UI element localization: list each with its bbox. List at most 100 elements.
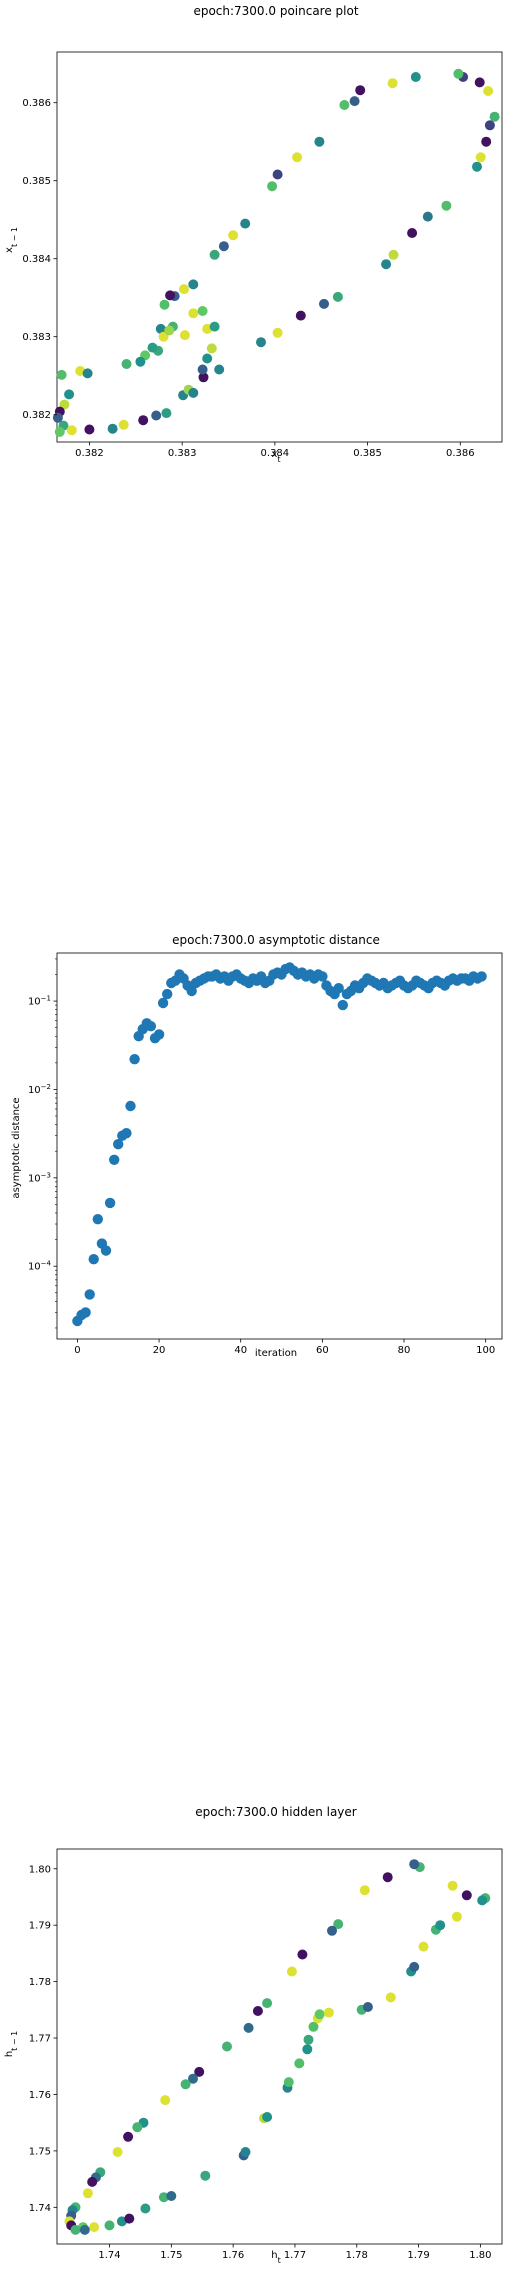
x-tick-label: 0.385 <box>353 448 382 459</box>
data-point <box>262 2112 273 2122</box>
x-tick-label: 1.74 <box>98 2250 120 2261</box>
data-point <box>418 1941 429 1952</box>
data-point <box>153 1029 165 1040</box>
data-point <box>52 412 63 423</box>
data-point <box>218 241 229 252</box>
data-point <box>339 100 350 110</box>
data-points <box>72 962 487 1327</box>
x-tick-label: 20 <box>153 1345 166 1356</box>
y-tick-label: 0.386 <box>22 98 51 109</box>
data-point <box>272 327 283 338</box>
data-point <box>151 410 162 421</box>
data-point <box>422 211 433 222</box>
data-point <box>314 136 325 147</box>
data-point <box>188 2073 198 2084</box>
x-axis-label: ht <box>271 2250 280 2265</box>
data-point <box>162 988 173 1000</box>
x-tick-label: 100 <box>476 1345 495 1356</box>
data-point <box>256 337 266 348</box>
data-point <box>388 249 399 260</box>
data-point <box>476 971 487 982</box>
plot-area <box>56 1848 503 2245</box>
plot-frame <box>56 51 503 443</box>
poincare-chart: epoch:7300.0 poincare plot 0.382 0.383 0.3… <box>4 4 503 464</box>
data-point <box>104 2220 115 2231</box>
data-point <box>297 1949 308 1960</box>
y-tick-label: 1.79 <box>29 1921 51 1932</box>
data-point <box>145 1020 157 1032</box>
y-tick-label: 10−4 <box>28 1260 52 1273</box>
data-point <box>303 2034 314 2045</box>
data-point <box>188 308 199 319</box>
y-tick-label: 10−2 <box>28 1083 51 1096</box>
x-tick-label: 1.75 <box>160 2250 182 2261</box>
data-point <box>125 1100 136 1112</box>
data-point <box>107 423 118 434</box>
data-points <box>52 68 500 437</box>
x-tick-label: 1.79 <box>407 2250 429 2261</box>
data-point <box>214 364 225 375</box>
data-point <box>447 1880 458 1891</box>
plot-area <box>56 952 503 1340</box>
data-point <box>197 306 208 316</box>
y-tick-label: 0.382 <box>22 410 51 421</box>
x-axis-label: iteration <box>255 1348 297 1359</box>
y-axis-ticks: 0.382 0.383 0.384 0.385 0.386 <box>22 98 57 421</box>
data-point <box>113 1139 124 1150</box>
data-point <box>475 152 486 163</box>
data-point <box>355 85 366 96</box>
data-point <box>453 68 464 79</box>
data-point <box>194 2066 205 2077</box>
data-point <box>135 356 146 367</box>
y-tick-label: 10−1 <box>28 995 51 1008</box>
x-tick-label: 0.383 <box>168 448 197 459</box>
data-point <box>302 2044 313 2055</box>
y-axis-label: ht − 1 <box>4 2031 19 2057</box>
hidden-layer-chart: epoch:7300.0 hidden layer 1.74 1.75 1.76 1.… <box>4 1805 503 2265</box>
data-point <box>267 181 278 192</box>
x-tick-label: 1.78 <box>346 2250 368 2261</box>
y-tick-label: 1.77 <box>29 2034 51 2045</box>
asymptotic-distance-chart: epoch:7300.0 asymptotic distance 0 20 40 60… <box>11 933 503 1359</box>
data-point <box>79 2224 90 2235</box>
x-axis-ticks: 0 20 40 60 80 100 <box>74 1339 495 1356</box>
chart-title: epoch:7300.0 poincare plot <box>193 4 358 18</box>
data-point <box>121 359 132 369</box>
data-point <box>179 330 190 341</box>
x-tick-label: 60 <box>316 1345 329 1356</box>
data-point <box>332 291 343 302</box>
data-point <box>410 72 421 82</box>
x-tick-label: 0.382 <box>75 448 104 459</box>
x-tick-label: 1.77 <box>284 2250 306 2261</box>
data-point <box>252 2006 263 2016</box>
data-point <box>222 2041 232 2052</box>
plot-frame <box>56 952 503 1340</box>
data-point <box>112 2147 123 2157</box>
data-point <box>308 2021 319 2032</box>
x-tick-label: 80 <box>398 1345 411 1356</box>
data-point <box>451 1911 462 1922</box>
y-tick-label: 10−3 <box>28 1171 51 1184</box>
data-point <box>160 2095 171 2106</box>
data-point <box>228 230 239 241</box>
data-point <box>157 997 169 1009</box>
data-point <box>206 343 217 354</box>
data-point <box>87 2176 98 2187</box>
y-axis-label: asymptotic distance <box>11 1097 22 1198</box>
y-tick-label: 0.384 <box>22 254 51 265</box>
data-point <box>387 78 398 89</box>
data-point <box>317 971 328 982</box>
data-point <box>295 310 306 321</box>
data-point <box>327 1925 337 1936</box>
data-point <box>272 169 283 180</box>
data-point <box>89 2222 100 2233</box>
x-axis-label: xt <box>271 449 280 464</box>
y-tick-label: 1.76 <box>29 2090 51 2101</box>
data-point <box>165 290 176 301</box>
data-point <box>461 1890 472 1901</box>
data-point <box>286 1966 297 1977</box>
data-point <box>82 2188 93 2199</box>
data-point <box>240 218 251 229</box>
data-point <box>188 387 199 398</box>
